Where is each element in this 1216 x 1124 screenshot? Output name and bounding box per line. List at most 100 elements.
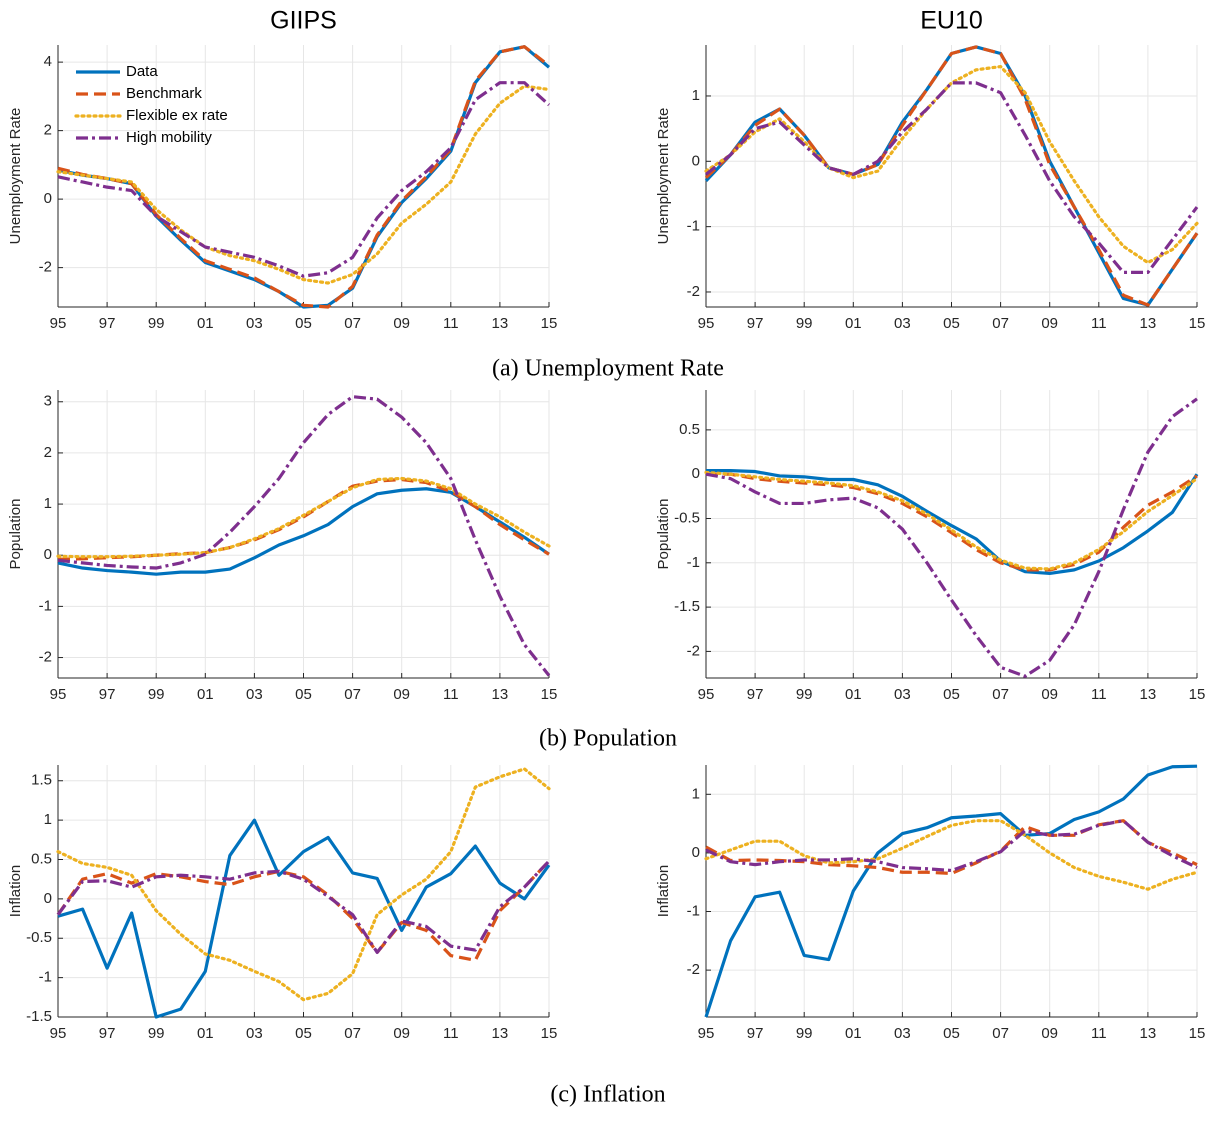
y-tick-label: 0.5	[679, 421, 700, 438]
x-tick-label: 01	[845, 1025, 862, 1042]
y-axis-label: Population	[7, 499, 24, 570]
chart-title: GIIPS	[270, 7, 337, 35]
y-axis-label: Inflation	[7, 865, 24, 918]
x-tick-label: 95	[50, 686, 67, 703]
x-tick-label: 03	[894, 315, 911, 332]
x-tick-label: 13	[1140, 315, 1157, 332]
y-tick-label: 0.5	[31, 850, 52, 867]
x-tick-label: 95	[50, 1025, 67, 1042]
y-tick-label: 0	[692, 152, 700, 169]
series-line	[56, 476, 551, 559]
y-tick-label: 0	[44, 190, 52, 207]
y-tick-label: -2	[39, 259, 52, 276]
series-line	[56, 859, 551, 962]
series-line	[704, 819, 1199, 891]
series-line	[704, 764, 1198, 1018]
y-tick-label: 1.5	[31, 772, 52, 789]
legend-label: Flexible ex rate	[126, 107, 228, 124]
x-tick-label: 05	[295, 1025, 312, 1042]
series-line	[57, 81, 551, 278]
y-tick-label: 0	[44, 890, 52, 907]
y-tick-label: -0.5	[674, 509, 700, 526]
x-tick-label: 01	[197, 686, 214, 703]
y-axis-label: Inflation	[655, 865, 672, 918]
x-tick-label: 97	[99, 1025, 116, 1042]
x-tick-label: 05	[295, 686, 312, 703]
y-tick-label: -2	[687, 961, 700, 978]
x-tick-label: 05	[943, 1025, 960, 1042]
x-tick-label: 09	[1041, 1025, 1058, 1042]
x-tick-label: 13	[1140, 686, 1157, 703]
legend-label: Benchmark	[126, 85, 202, 102]
series-line	[704, 45, 1199, 307]
y-tick-label: -1.5	[674, 598, 700, 615]
series-line	[57, 487, 550, 576]
series-line	[706, 469, 1199, 576]
x-tick-label: 01	[197, 315, 214, 332]
y-tick-label: -2	[687, 283, 700, 300]
legend-label: High mobility	[126, 129, 212, 146]
y-tick-label: 1	[692, 785, 700, 802]
x-tick-label: 13	[492, 315, 509, 332]
chart: Inflation -1.5 -1 -0.5 0 0.5 1 1.5 95 97 99 01 03 05 0…	[7, 765, 557, 1042]
y-tick-label: 2	[44, 444, 52, 461]
x-tick-label: 99	[148, 315, 165, 332]
series-line	[706, 472, 1198, 572]
x-tick-label: 15	[541, 1025, 558, 1042]
series-line	[704, 470, 1199, 571]
x-tick-label: 99	[796, 686, 813, 703]
x-tick-label: 03	[246, 315, 263, 332]
y-tick-label: -1	[39, 597, 52, 614]
x-tick-label: 97	[747, 686, 764, 703]
x-tick-label: 99	[796, 1025, 813, 1042]
x-tick-label: 07	[992, 315, 1009, 332]
x-tick-label: 99	[148, 1025, 165, 1042]
x-tick-label: 01	[845, 686, 862, 703]
y-tick-label: -2	[687, 642, 700, 659]
x-tick-label: 13	[492, 686, 509, 703]
x-tick-label: 11	[1091, 315, 1107, 332]
y-tick-label: 4	[44, 53, 52, 70]
x-tick-label: 03	[894, 1025, 911, 1042]
x-tick-label: 99	[148, 686, 165, 703]
x-tick-label: 07	[344, 686, 361, 703]
x-tick-label: 11	[1091, 686, 1107, 703]
y-tick-label: 0	[44, 546, 52, 563]
x-tick-label: 09	[393, 1025, 410, 1042]
x-tick-label: 07	[992, 686, 1009, 703]
series-line	[705, 81, 1199, 274]
x-tick-label: 13	[1140, 1025, 1157, 1042]
y-tick-label: 1	[44, 811, 52, 828]
x-tick-label: 07	[344, 1025, 361, 1042]
x-tick-label: 97	[747, 1025, 764, 1042]
y-tick-label: -2	[39, 649, 52, 666]
x-tick-label: 97	[99, 315, 116, 332]
x-tick-label: 15	[541, 315, 558, 332]
y-axis-label: Unemployment Rate	[655, 108, 672, 245]
y-tick-label: -1	[687, 218, 700, 235]
x-tick-label: 11	[443, 686, 459, 703]
x-tick-label: 95	[698, 686, 715, 703]
y-tick-label: 3	[44, 393, 52, 410]
x-tick-label: 11	[1091, 1025, 1107, 1042]
x-tick-label: 15	[1189, 315, 1206, 332]
x-tick-label: 09	[393, 315, 410, 332]
series-line	[704, 64, 1199, 265]
x-tick-label: 95	[698, 315, 715, 332]
x-tick-label: 13	[492, 1025, 509, 1042]
x-tick-label: 01	[197, 1025, 214, 1042]
y-tick-label: 1	[692, 87, 700, 104]
series-line	[705, 397, 1198, 678]
y-tick-label: 0	[692, 844, 700, 861]
x-tick-label: 09	[393, 686, 410, 703]
x-tick-label: 05	[943, 315, 960, 332]
y-tick-label: 1	[44, 495, 52, 512]
y-tick-label: -1	[39, 969, 52, 986]
series-line	[57, 818, 551, 1019]
chart: GIIPS Unemployment Rate -2 0 2 4 95 97 99 01 03 05 0…	[7, 7, 557, 332]
y-axis-label: Population	[655, 499, 672, 570]
